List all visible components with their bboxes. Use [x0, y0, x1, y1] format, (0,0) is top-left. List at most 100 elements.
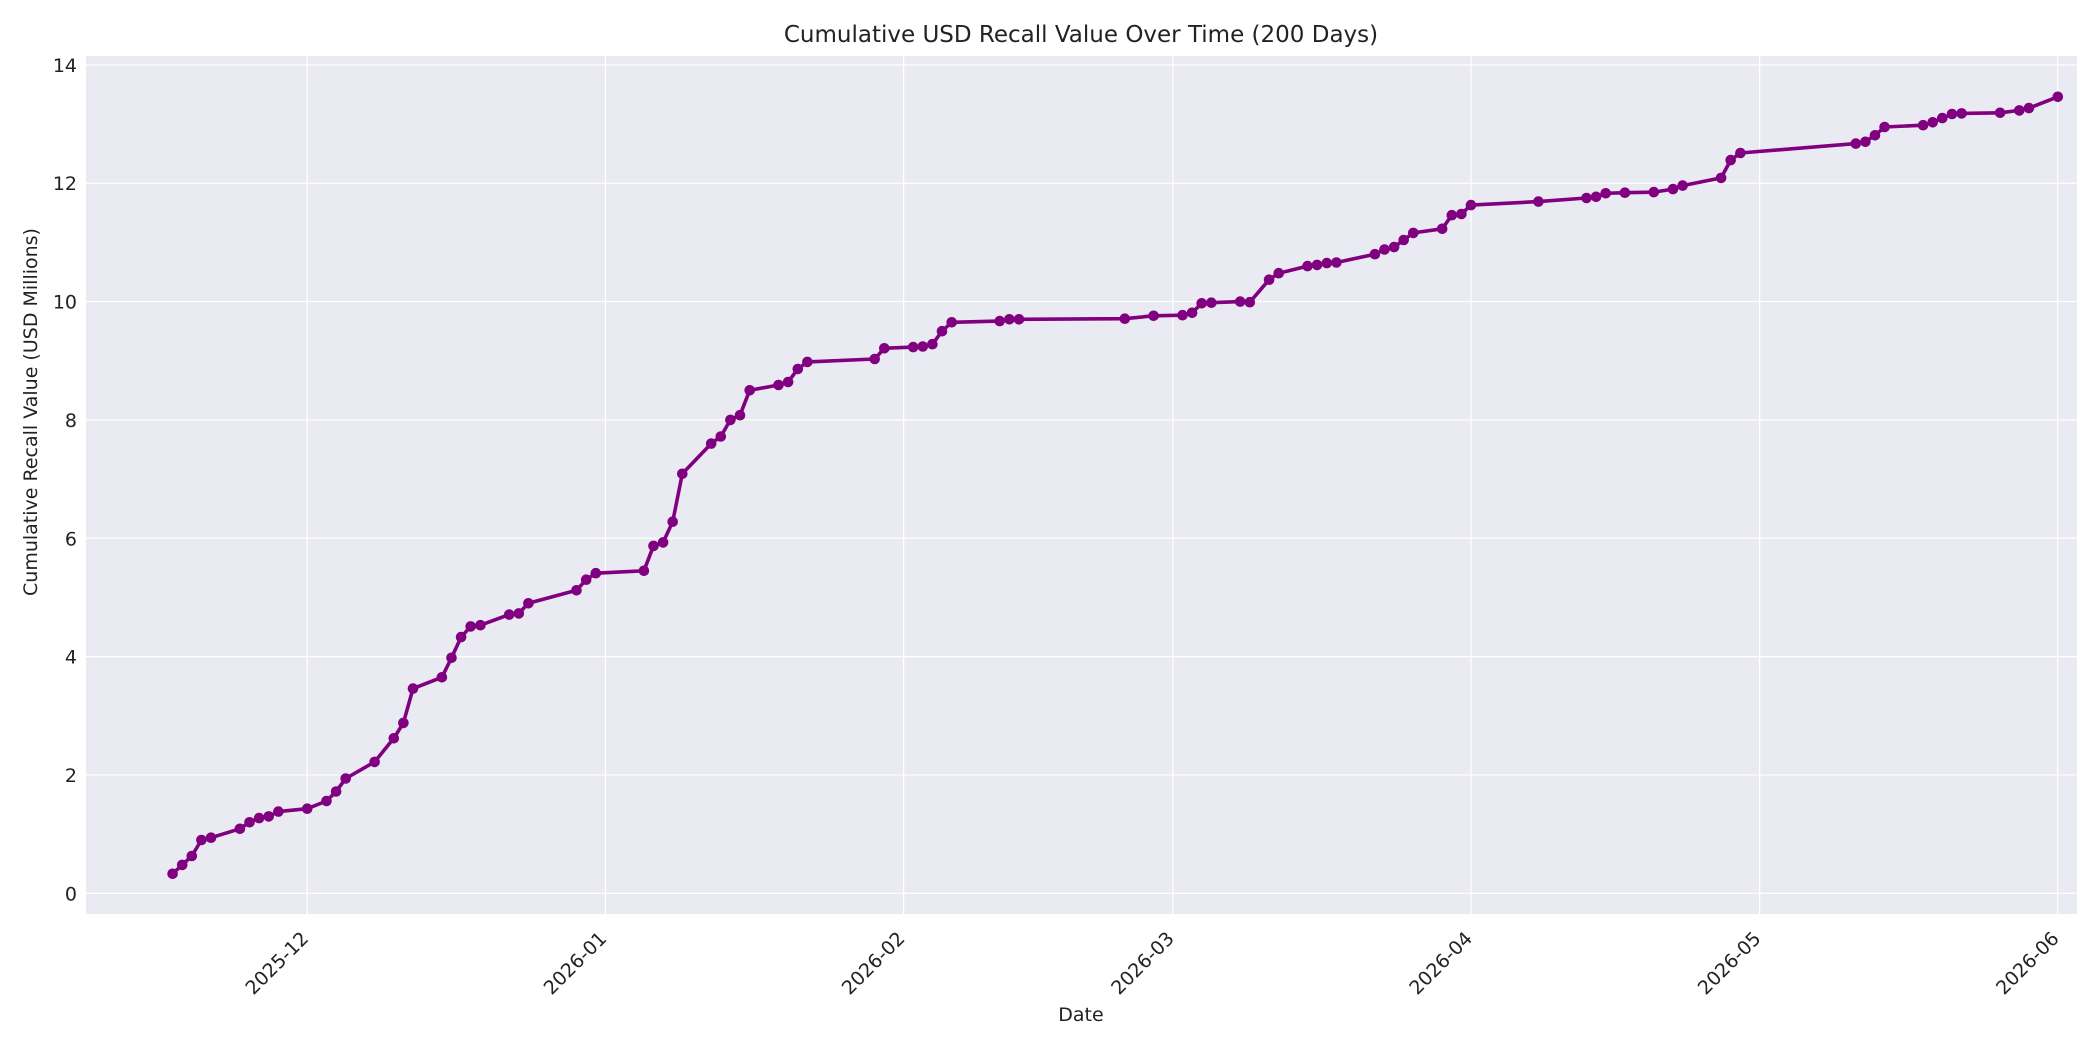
data-point: [792, 363, 804, 375]
data-point: [1177, 309, 1188, 321]
data-point: [513, 608, 525, 619]
data-point: [571, 585, 582, 596]
data-point: [1735, 147, 1746, 159]
data-point: [340, 773, 352, 784]
data-point: [879, 343, 890, 354]
data-point: [715, 431, 727, 442]
data-point: [667, 516, 678, 527]
x-axis-label: Date: [1058, 1004, 1103, 1026]
data-point: [1369, 248, 1381, 260]
y-tick-label: 14: [53, 55, 77, 77]
data-point: [1619, 187, 1631, 198]
data-point: [1004, 314, 1015, 325]
data-point: [1119, 313, 1131, 325]
data-point: [1302, 260, 1313, 272]
data-point: [1321, 257, 1333, 269]
data-point: [465, 621, 477, 632]
data-point: [1446, 209, 1458, 221]
data-point: [1148, 310, 1159, 322]
data-point: [1725, 154, 1736, 166]
grid: [86, 56, 2077, 914]
data-point: [1667, 183, 1679, 195]
data-point: [330, 786, 342, 797]
data-point: [205, 832, 217, 843]
data-point: [1600, 188, 1611, 199]
data-point: [436, 672, 448, 683]
data-point: [936, 325, 948, 337]
data-point: [705, 438, 717, 449]
data-point: [1994, 107, 2006, 119]
data-point: [773, 379, 784, 391]
x-tick-label: 2026-05: [1694, 928, 1766, 1000]
data-point: [2052, 91, 2064, 103]
data-point: [1937, 112, 1948, 124]
data-point: [1677, 180, 1688, 191]
x-tick-label: 2026-04: [1405, 928, 1477, 1000]
data-point: [1879, 121, 1890, 133]
data-point: [917, 341, 929, 352]
y-tick-label: 0: [65, 883, 77, 905]
data-point: [1273, 267, 1284, 279]
data-point: [446, 652, 457, 664]
x-tick-label: 2026-03: [1107, 928, 1179, 1000]
data-point: [1927, 117, 1938, 128]
data-point: [927, 338, 938, 350]
data-point: [407, 683, 419, 694]
data-point: [1379, 244, 1390, 255]
y-tick-label: 10: [53, 292, 77, 314]
data-point: [580, 574, 592, 585]
data-point: [1917, 119, 1929, 131]
data-point: [1234, 296, 1246, 307]
x-tick-label: 2026-06: [1992, 928, 2064, 1000]
data-point: [1186, 307, 1198, 319]
data-point: [1456, 208, 1467, 220]
data-point: [1946, 108, 1958, 120]
data-point: [677, 468, 688, 480]
data-point: [638, 565, 650, 577]
data-point: [734, 409, 746, 421]
data-point: [186, 850, 198, 862]
data-point: [2023, 102, 2035, 114]
data-point: [1196, 298, 1207, 309]
data-point: [234, 823, 246, 835]
data-point: [176, 859, 188, 871]
x-tick-label: 2026-01: [540, 928, 612, 1000]
data-point: [1331, 257, 1342, 268]
data-point: [725, 414, 736, 426]
data-point: [869, 353, 880, 365]
data-point: [782, 376, 794, 388]
data-point: [1533, 196, 1544, 207]
data-point: [455, 631, 467, 643]
data-point: [301, 803, 313, 814]
data-point: [388, 733, 400, 744]
data-point: [657, 537, 669, 548]
series-points-layer: [167, 91, 2064, 880]
y-tick-label: 2: [65, 765, 77, 787]
data-point: [1244, 296, 1256, 308]
data-point: [398, 717, 409, 729]
data-point: [1263, 274, 1275, 286]
data-point: [475, 619, 486, 631]
data-point: [1465, 199, 1477, 211]
data-point: [1311, 259, 1323, 271]
data-point: [369, 756, 380, 768]
y-tick-label: 6: [65, 528, 77, 550]
chart-title: Cumulative USD Recall Value Over Time (2…: [784, 22, 1378, 48]
data-point: [907, 341, 919, 353]
data-point: [648, 540, 659, 552]
data-point: [273, 806, 284, 817]
data-point: [1715, 172, 1727, 184]
data-point: [802, 356, 813, 368]
data-point: [1850, 138, 1862, 149]
data-point: [994, 315, 1005, 327]
data-point: [744, 385, 755, 396]
data-point: [1590, 191, 1602, 203]
data-point: [1398, 234, 1409, 246]
data-point: [196, 834, 207, 846]
data-point: [1869, 130, 1881, 141]
x-tick-label: 2025-12: [241, 928, 313, 1000]
data-point: [1408, 227, 1419, 239]
data-point: [1013, 314, 1025, 325]
data-point: [946, 317, 957, 328]
data-point: [1648, 186, 1660, 198]
